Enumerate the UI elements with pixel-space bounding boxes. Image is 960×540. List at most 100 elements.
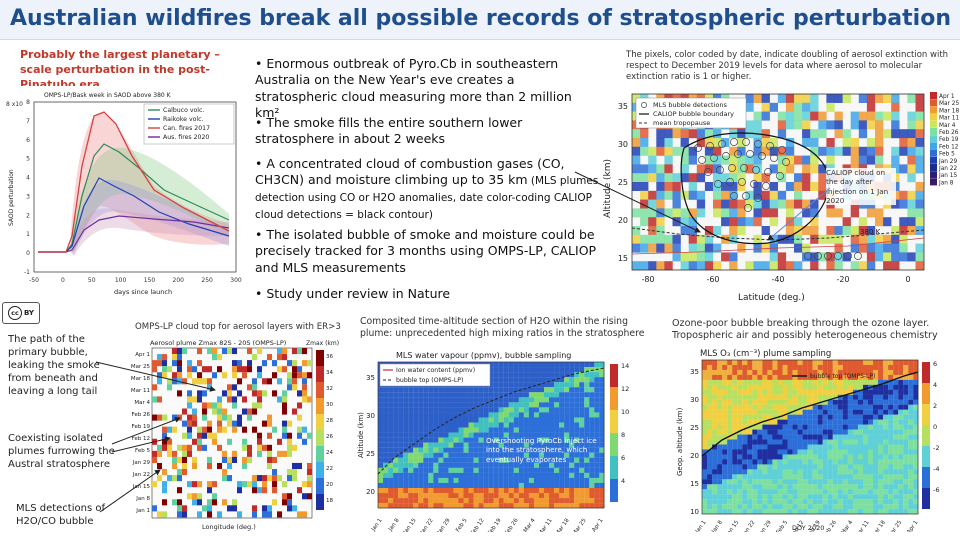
saod-band-green (70, 147, 229, 252)
o3-cell (792, 459, 798, 465)
o3-cell (782, 424, 788, 430)
h2o-cell (518, 362, 524, 368)
h2o-cell (388, 402, 394, 408)
o3-cell (802, 434, 808, 440)
omps-cell (287, 493, 292, 500)
map-mls-circle (778, 146, 786, 154)
h2o-cell (589, 392, 595, 398)
h2o-cell (388, 427, 394, 433)
o3-cell (792, 384, 798, 390)
map-date-label: Mar 11 (939, 116, 959, 122)
map-pixel (745, 199, 754, 209)
omps-cell (157, 414, 162, 421)
h2o-cell (383, 432, 389, 438)
h2o-cell (589, 397, 595, 403)
o3-cell (712, 419, 718, 425)
h2o-cell (393, 442, 399, 448)
omps-cell (152, 438, 157, 445)
omps-scale-label: 18 (326, 498, 333, 504)
map-pixel (761, 226, 770, 235)
omps-cell (257, 366, 262, 373)
o3-cell (817, 464, 823, 470)
h2o-cell (584, 397, 590, 403)
omps-cell (202, 402, 207, 409)
o3-cell (782, 449, 788, 455)
omps-cell (277, 450, 282, 457)
h2o-cell (508, 477, 514, 484)
o3-cell (782, 474, 788, 480)
h2o-cell (468, 472, 474, 478)
o3-cell (883, 364, 889, 371)
h2o-cell (554, 422, 560, 428)
map-pixel (818, 120, 827, 130)
h2o-cell (503, 472, 509, 478)
h2o-cell (398, 417, 404, 423)
h2o-cell (458, 477, 464, 484)
h2o-cell (448, 447, 454, 453)
h2o-cell (579, 488, 585, 494)
h2o-cell (564, 457, 570, 463)
o3-cell (857, 494, 864, 500)
h2o-cell (418, 452, 424, 458)
h2o-cell (508, 452, 514, 458)
map-mls-circle (834, 252, 842, 260)
map-pixel (777, 120, 787, 130)
h2o-xtick: Jan 22 (419, 518, 434, 532)
h2o-cell (543, 422, 550, 428)
h2o-cell (574, 437, 580, 443)
h2o-cell (403, 392, 409, 398)
o3-cell (898, 509, 904, 515)
o3-cell (737, 360, 743, 366)
o3-cell (857, 434, 864, 440)
o3-cell (832, 360, 838, 366)
h2o-cell (393, 447, 399, 453)
o3-cell (812, 374, 818, 381)
o3-cell (842, 484, 848, 490)
h2o-cell (599, 477, 605, 484)
h2o-cell (549, 412, 555, 418)
o3-cbar-swatch (922, 467, 930, 488)
h2o-cell (463, 392, 469, 398)
o3-cell (827, 374, 833, 381)
o3-cell (913, 439, 919, 445)
o3-cell (822, 379, 828, 385)
h2o-cell (408, 452, 414, 458)
h2o-cell (549, 427, 555, 433)
omps-cell (187, 372, 192, 379)
o3-cbar-label: -6 (933, 486, 939, 494)
o3-cell (752, 459, 758, 465)
o3-cell (837, 494, 843, 500)
map-pixel (656, 190, 665, 200)
h2o-cell (538, 432, 545, 438)
o3-cell (722, 489, 728, 495)
o3-cell (712, 464, 718, 470)
omps-cell (292, 384, 297, 391)
map-pixel (761, 138, 770, 147)
h2o-cell (564, 382, 570, 388)
o3-cell (883, 369, 889, 376)
saod-xtick: 300 (230, 277, 242, 284)
o3-cell (862, 369, 869, 376)
h2o-cell (559, 382, 565, 388)
o3-cell (802, 439, 808, 445)
omps-cell (257, 432, 262, 439)
o3-cell (717, 424, 723, 430)
o3-cell (807, 499, 813, 505)
omps-cell (157, 360, 162, 367)
omps-cell (157, 475, 162, 482)
map-mls-circle (698, 156, 706, 164)
o3-cell (797, 474, 803, 480)
o3-cell (787, 484, 793, 490)
map-pixel (866, 226, 876, 235)
h2o-cell (378, 397, 384, 403)
o3-cell (752, 449, 758, 455)
o3-cell (777, 424, 783, 430)
h2o-ytick: 20 (366, 488, 375, 496)
h2o-cell (443, 397, 449, 403)
o3-cell (777, 404, 783, 410)
h2o-cell (559, 377, 565, 383)
h2o-cell (388, 482, 394, 489)
h2o-cell (453, 447, 459, 453)
h2o-cell (453, 452, 459, 458)
o3-cell (862, 399, 869, 405)
